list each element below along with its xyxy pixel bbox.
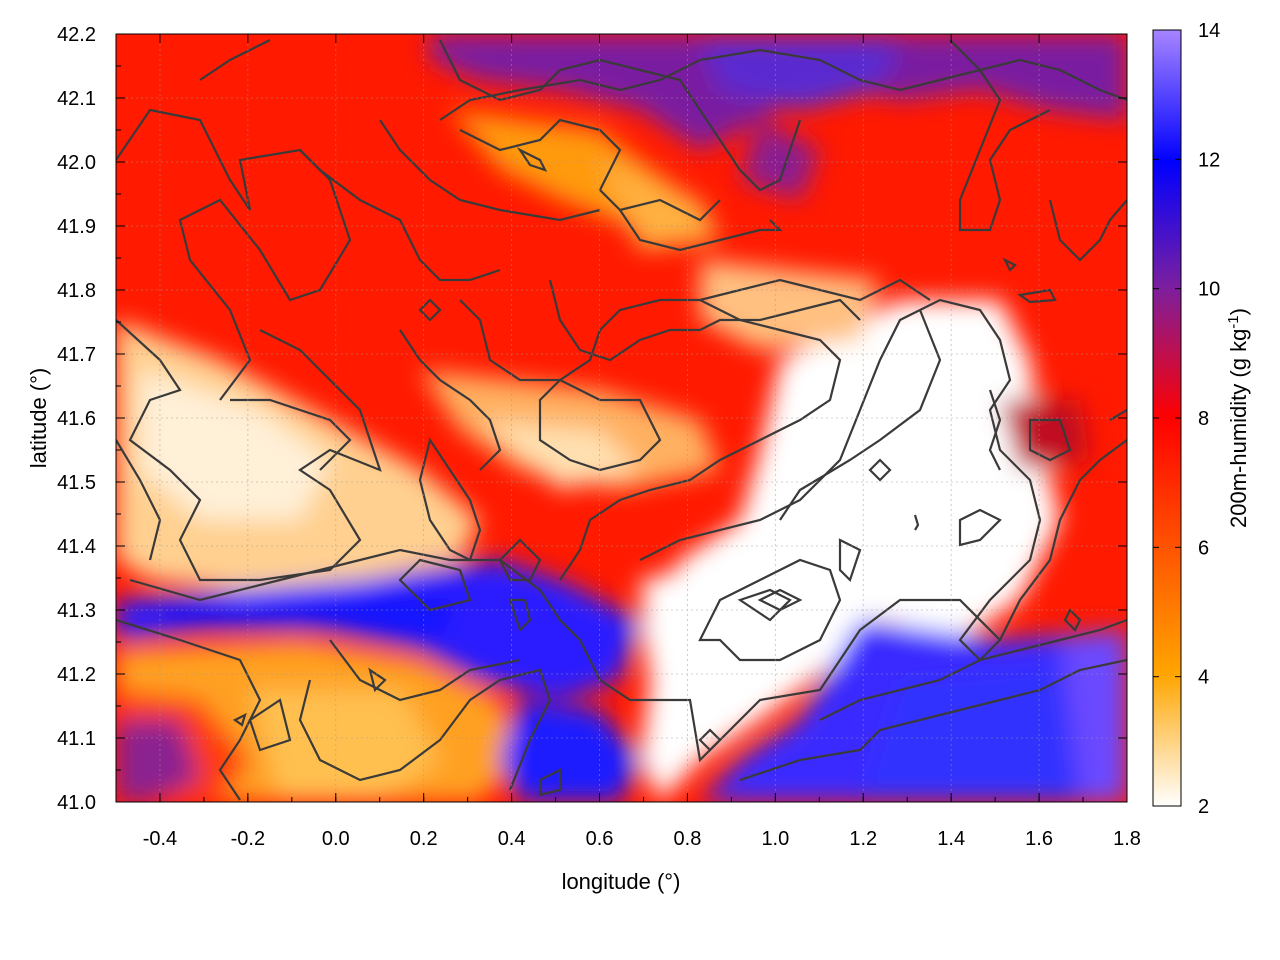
x-tick-label: 0.6 <box>586 828 614 850</box>
y-tick-label: 41.4 <box>57 536 96 558</box>
y-tick-label: 41.5 <box>57 472 96 494</box>
x-tick-label: 1.4 <box>937 828 965 850</box>
colorbar: 2 4 6 8 10 12 14 200m-humidity (g kg-1) <box>1152 20 1251 818</box>
colorbar-tick-label: 4 <box>1198 667 1209 689</box>
y-axis-ticks: 41.0 41.1 41.2 41.3 41.4 41.5 41.6 41.7 41.8 41.9… <box>57 24 1127 814</box>
y-tick-label: 41.9 <box>57 216 96 238</box>
colorbar-ticks: 2 4 6 8 10 12 14 <box>1153 20 1220 818</box>
x-tick-label: 0.4 <box>498 828 526 850</box>
y-tick-label: 41.7 <box>57 344 96 366</box>
y-tick-label: 42.2 <box>57 24 96 46</box>
x-tick-label: 0.0 <box>322 828 350 850</box>
x-tick-label: -0.4 <box>143 828 177 850</box>
colorbar-tick-label: 12 <box>1198 149 1220 171</box>
y-tick-label: 41.3 <box>57 600 96 622</box>
contour-lines <box>116 39 1127 801</box>
y-tick-label: 41.2 <box>57 664 96 686</box>
y-tick-label: 41.8 <box>57 280 96 302</box>
y-tick-label: 42.1 <box>57 88 96 110</box>
colorbar-tick-label: 6 <box>1198 537 1209 559</box>
y-tick-label: 41.0 <box>57 792 96 814</box>
x-tick-label: 1.2 <box>849 828 877 850</box>
colorbar-label-main: 200m-humidity (g kg <box>1226 329 1251 528</box>
colorbar-label-end: ) <box>1226 308 1251 315</box>
colorbar-tick-label: 8 <box>1198 408 1209 430</box>
x-tick-label: 1.8 <box>1113 828 1141 850</box>
y-tick-label: 41.6 <box>57 408 96 430</box>
colorbar-tick-label: 10 <box>1198 279 1220 301</box>
y-axis-label: latitude (°) <box>26 368 51 469</box>
y-tick-label: 42.0 <box>57 152 96 174</box>
heatmap-field <box>116 34 1127 802</box>
colorbar-label: 200m-humidity (g kg-1) <box>1225 308 1251 528</box>
x-tick-label: 0.2 <box>410 828 438 850</box>
colorbar-tick-label: 2 <box>1198 796 1209 818</box>
colorbar-label-sup: -1 <box>1225 315 1242 328</box>
x-axis-ticks: -0.4 -0.2 0.0 0.2 0.4 0.6 0.8 1.0 1.2 1.4 1.6 1.8 <box>115 34 1141 850</box>
x-tick-label: 1.6 <box>1025 828 1053 850</box>
y-tick-label: 41.1 <box>57 728 96 750</box>
x-tick-label: 1.0 <box>761 828 789 850</box>
x-tick-label: 0.8 <box>674 828 702 850</box>
colorbar-tick-label: 14 <box>1198 20 1220 42</box>
x-tick-label: -0.2 <box>231 828 265 850</box>
x-axis-label: longitude (°) <box>562 869 681 894</box>
grid-lines <box>116 34 1127 802</box>
